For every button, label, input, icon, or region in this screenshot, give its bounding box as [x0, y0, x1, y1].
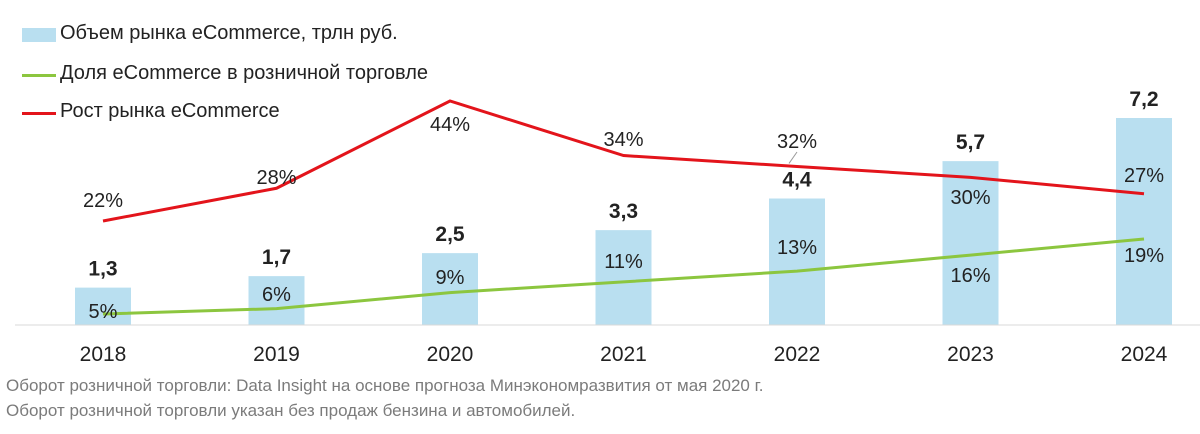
growth-label-2021: 34%: [603, 129, 643, 151]
bar-value-label-2018: 1,3: [88, 258, 117, 281]
growth-label-2023: 30%: [950, 187, 990, 209]
footnote-scope: Оборот розничной торговли указан без про…: [6, 401, 576, 420]
leader-line-2022: [788, 151, 798, 164]
share-label-2018: 5%: [89, 301, 118, 323]
bar-value-label-2024: 7,2: [1129, 88, 1158, 111]
legend-swatch-market-growth: [22, 112, 56, 115]
legend-item-ecommerce-share: Доля eCommerce в розничной торговле: [22, 62, 542, 92]
legend-label-market-growth: Рост рынка eCommerce: [60, 100, 280, 122]
growth-label-2020: 44%: [430, 114, 470, 136]
x-tick-2023: 2023: [947, 343, 994, 366]
legend-item-market-growth: Рост рынка eCommerce: [22, 100, 542, 130]
bars-layer: [75, 118, 1172, 325]
footnote-source: Оборот розничной торговли: Data Insight …: [6, 376, 764, 395]
bar-2018: [75, 287, 131, 325]
share-label-2023: 16%: [950, 265, 990, 287]
share-label-2022: 13%: [777, 237, 817, 259]
share-label-2024: 19%: [1124, 245, 1164, 267]
legend-swatch-market-volume: [22, 28, 56, 42]
bar-value-label-2021: 3,3: [609, 200, 638, 223]
bar-value-label-2022: 4,4: [782, 169, 812, 192]
labels-layer: 1,3 1,7 2,5 3,3 4,4 5,7 7,2 5% 6% 9% 11% 13% 16% 19% 2…: [83, 88, 1164, 323]
x-tick-labels: 2018 2019 2020 2021 2022 2023 2024: [80, 343, 1168, 366]
x-tick-2021: 2021: [600, 343, 647, 366]
bar-2023: [942, 161, 999, 325]
x-tick-2022: 2022: [774, 343, 821, 366]
bar-value-label-2020: 2,5: [435, 223, 465, 246]
share-line: [102, 237, 1145, 316]
x-tick-2018: 2018: [80, 343, 127, 366]
x-tick-2024: 2024: [1121, 343, 1168, 366]
growth-line: [102, 99, 1145, 223]
legend-label-ecommerce-share: Доля eCommerce в розничной торговле: [60, 62, 429, 84]
share-label-2019: 6%: [262, 284, 291, 306]
growth-label-2024: 27%: [1124, 165, 1164, 187]
growth-label-2019: 28%: [256, 167, 296, 189]
growth-label-2022: 32%: [777, 131, 817, 153]
share-label-2020: 9%: [436, 267, 465, 289]
bar-2021: [595, 230, 652, 325]
legend-swatch-ecommerce-share: [22, 74, 56, 77]
bar-2024: [1116, 118, 1172, 325]
bar-value-label-2023: 5,7: [956, 131, 985, 154]
bar-2022: [769, 198, 825, 325]
growth-label-2018: 22%: [83, 190, 123, 212]
bar-2020: [422, 253, 478, 325]
legend-item-market-volume: Объем рынка eCommerce, трлн руб.: [22, 22, 542, 52]
x-tick-2019: 2019: [253, 343, 300, 366]
x-tick-2020: 2020: [427, 343, 474, 366]
bar-2019: [248, 276, 305, 325]
legend-label-market-volume: Объем рынка eCommerce, трлн руб.: [60, 22, 398, 44]
bar-value-label-2019: 1,7: [262, 246, 291, 269]
share-label-2021: 11%: [604, 251, 643, 273]
lines-layer: [102, 99, 1145, 316]
